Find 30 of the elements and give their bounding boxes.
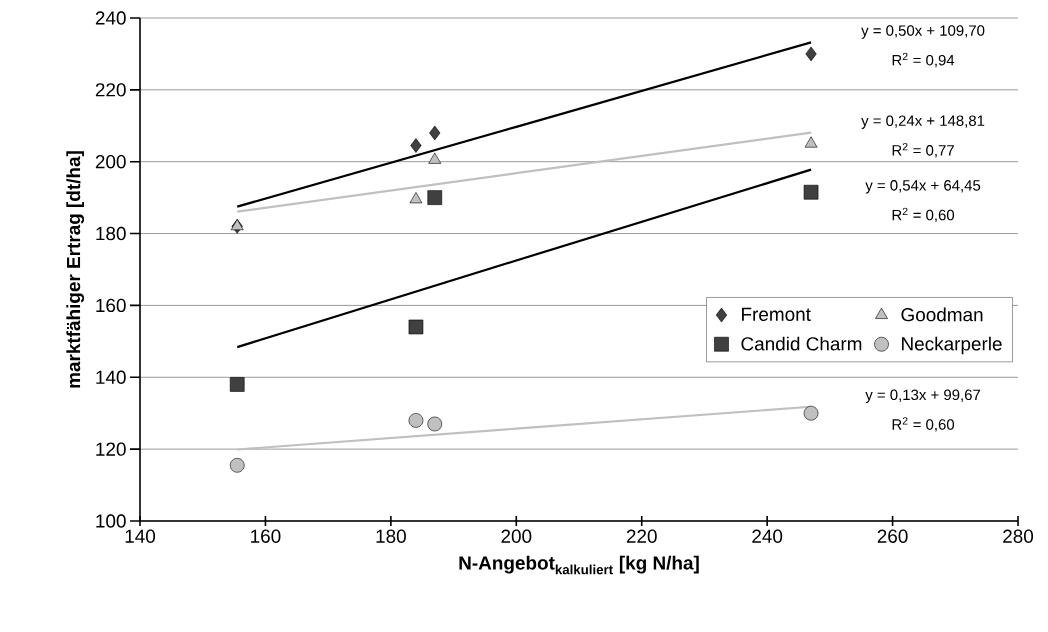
annotation: R$^{2}$ = 0,77	[892, 143, 954, 158]
annotation: R$^{2}$ = 0,94	[892, 52, 955, 68]
x-tick-label: 280	[1003, 529, 1034, 543]
y-tick-label: 200	[95, 155, 126, 169]
x-tick-label: 220	[626, 529, 657, 543]
y-tick-label: 240	[95, 11, 126, 25]
legend-label: Candid Charm	[741, 336, 862, 351]
x-tick-label: 260	[877, 529, 908, 543]
legend-label: Fremont	[742, 307, 811, 321]
annotation: R$^{2}$ = 0,60	[892, 207, 955, 223]
y-tick-label: 140	[96, 370, 126, 384]
legend-label: Goodman	[901, 307, 983, 322]
annotation: y = 0,13x + 99,67	[865, 389, 981, 404]
annotation: R$^{2}$ = 0,60	[892, 417, 955, 432]
annotation: y = 0,54x + 64,45	[865, 180, 981, 194]
annotation: y = 0,24x + 148,81	[861, 115, 985, 129]
x-tick-label: 200	[501, 529, 532, 543]
x-tick-label: 140	[125, 529, 156, 543]
x-tick-label: 160	[251, 529, 281, 543]
y-axis-title: marktfähiger Ertrag [dt/ha]	[66, 151, 85, 388]
x-tick-label: 240	[752, 529, 783, 543]
y-tick-label: 180	[96, 226, 126, 241]
x-axis-title: $\textbf{N-Angebot}_{\textbf{kalkuliert}}\textbf{ [kg N/ha]}$	[459, 555, 699, 575]
y-tick-label: 220	[95, 83, 126, 97]
y-tick-label: 160	[96, 298, 126, 313]
x-tick-label: 180	[376, 529, 406, 543]
legend-label: Neckarperle	[902, 336, 1002, 355]
annotation: y = 0,50x + 109,70	[861, 25, 985, 39]
y-tick-label: 100	[96, 514, 126, 528]
y-tick-label: 120	[96, 442, 126, 456]
